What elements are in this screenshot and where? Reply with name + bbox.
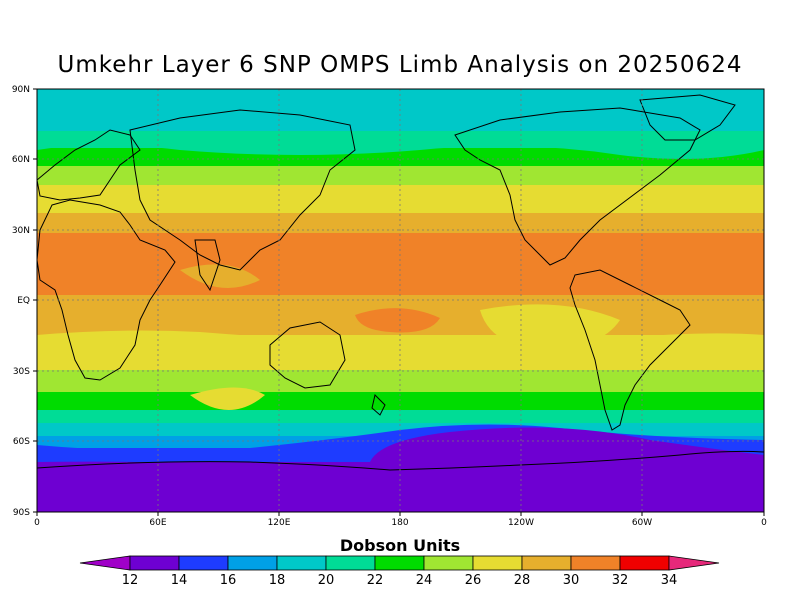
lon-tick-label: 180 (391, 518, 408, 528)
colorbar-swatch (325, 555, 376, 571)
colorbar-tick-label: 28 (514, 573, 531, 588)
colorbar-swatch (178, 555, 229, 571)
colorbar-tick-label: 32 (612, 573, 629, 588)
colorbar-tick-label: 16 (220, 573, 237, 588)
lat-tick-label: 30N (12, 226, 30, 236)
colorbar-swatch (619, 555, 670, 571)
colorbar-swatch (227, 555, 278, 571)
colorbar-tick-label: 24 (416, 573, 433, 588)
colorbar-label: Dobson Units (339, 536, 461, 555)
lat-tick-label: 60N (12, 155, 30, 165)
lon-tick-label: 120W (508, 518, 534, 528)
lat-tick-label: 90S (13, 508, 30, 518)
lat-tick-label: EQ (17, 296, 30, 306)
antarctica-outline (37, 450, 764, 471)
map-title: Umkehr Layer 6 SNP OMPS Limb Analysis on… (57, 52, 743, 78)
graticule (37, 89, 764, 512)
lat-tick-label: 30S (13, 367, 30, 377)
colorbar-tick-label: 18 (269, 573, 286, 588)
lon-tick-label: 60W (632, 518, 652, 528)
colorbar-swatch (129, 555, 180, 571)
colorbar-swatch (423, 555, 474, 571)
colorbar-tick-label: 34 (661, 573, 678, 588)
colorbar-tick-label: 20 (318, 573, 335, 588)
greenland-outline (639, 94, 736, 141)
south-america-outline (569, 269, 691, 431)
axis-tick-marks (33, 88, 765, 516)
new-zealand-outline (371, 394, 386, 416)
india-outline (194, 239, 221, 292)
colorbar-tick-label: 22 (367, 573, 384, 588)
lon-tick-label: 0 (34, 518, 40, 528)
north-america-outline (454, 107, 701, 266)
asia-outline (129, 109, 356, 271)
colorbar-swatch (276, 555, 327, 571)
colorbar-swatch (374, 555, 425, 571)
colorbar-swatch (472, 555, 523, 571)
colorbar-tick-label: 14 (171, 573, 188, 588)
lat-tick-label: 60S (13, 437, 30, 447)
colorbar-tick-label: 26 (465, 573, 482, 588)
colorbar-tick-label: 12 (122, 573, 139, 588)
colorbar-max-arrow (668, 555, 720, 571)
ozone-field (37, 89, 764, 512)
africa-outline (37, 199, 176, 381)
colorbar-swatch (521, 555, 572, 571)
lon-tick-label: 0 (761, 518, 767, 528)
lon-tick-label: 60E (149, 518, 166, 528)
colorbar-swatch (570, 555, 621, 571)
colorbar-tick-label: 30 (563, 573, 580, 588)
colorbar-min-arrow (79, 555, 131, 571)
lat-tick-label: 90N (12, 85, 30, 95)
lon-tick-label: 120E (268, 518, 291, 528)
europe-outline (37, 129, 141, 201)
australia-outline (269, 321, 346, 389)
coastlines (37, 94, 764, 471)
colorbar: 12 14 16 18 20 22 24 26 28 30 32 34 (79, 555, 720, 588)
